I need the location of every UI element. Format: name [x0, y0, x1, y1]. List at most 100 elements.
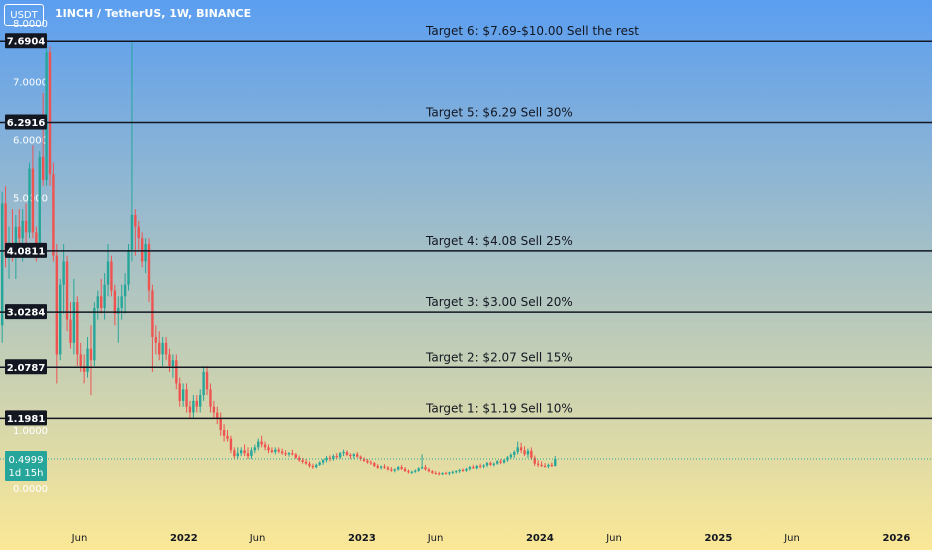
candle-body: [246, 453, 250, 457]
target-price-tag: [5, 410, 47, 426]
candle-body: [465, 468, 468, 471]
candle-body: [185, 389, 188, 407]
candle-body: [513, 452, 516, 455]
candle-body: [219, 418, 222, 430]
target-label: Target 3: $3.00 Sell 20%: [425, 295, 573, 309]
target-price-tag: [5, 242, 47, 258]
candle-body: [181, 389, 185, 401]
candle-body: [298, 457, 301, 461]
candle-body: [229, 438, 233, 451]
candle-body: [509, 454, 513, 458]
candle-body: [113, 290, 117, 314]
candle-body: [369, 462, 373, 464]
candle-body: [502, 460, 506, 463]
target-price-tag-text: 1.1981: [7, 414, 46, 425]
x-tick-label: 2024: [526, 533, 554, 544]
candle-body: [233, 450, 236, 457]
candle-body: [79, 354, 82, 367]
candle-body: [441, 472, 444, 475]
candle-body: [103, 284, 106, 308]
candle-body: [338, 453, 342, 458]
candle-body: [451, 471, 455, 473]
candle-body: [332, 456, 335, 459]
candle-body: [461, 470, 465, 472]
candle-body: [216, 412, 219, 419]
candle-body: [123, 284, 127, 297]
candle-body: [414, 470, 417, 472]
candle-body: [335, 456, 338, 458]
candle-body: [209, 389, 212, 407]
currency-button[interactable]: USDT: [4, 4, 44, 26]
x-tick-label: 2026: [882, 533, 910, 544]
candle-body: [294, 454, 297, 458]
candle-body: [277, 449, 280, 452]
target-price-tag-text: 4.0811: [7, 246, 46, 257]
candle-body: [14, 226, 18, 256]
candle-body: [383, 466, 386, 468]
target-lines: Target 6: $7.69-$10.00 Sell the rest Targ…: [0, 24, 932, 460]
candle-body: [41, 156, 45, 181]
candle-body: [321, 460, 325, 463]
candle-body: [390, 469, 393, 471]
candle-body: [301, 460, 304, 462]
target-price-tag: [5, 33, 47, 49]
candle-body: [158, 342, 161, 355]
candle-body: [93, 307, 96, 361]
candle-body: [496, 461, 499, 464]
candle-body: [308, 463, 311, 466]
candle-body: [397, 467, 400, 470]
candle-body: [427, 469, 431, 472]
candle-body: [86, 348, 89, 372]
candle-body: [379, 466, 383, 468]
x-tick-label: Jun: [605, 533, 622, 544]
candle-body: [168, 354, 171, 367]
candle-body: [458, 470, 461, 472]
candle-body: [325, 457, 328, 461]
candle-body: [407, 471, 410, 473]
y-tick-label: 6.0000: [13, 135, 48, 146]
target-price-tag: [5, 304, 47, 320]
candle-body: [342, 452, 345, 454]
candle-body: [253, 447, 257, 451]
candle-body: [554, 458, 557, 466]
candle-body: [485, 463, 489, 466]
candle-body: [284, 453, 287, 455]
candle-body: [0, 203, 4, 326]
candle-body: [226, 435, 229, 439]
candle-body: [410, 471, 414, 473]
candle-body: [72, 302, 76, 343]
candle-body: [304, 461, 308, 464]
candle-body: [547, 464, 550, 467]
target-price-tag: [5, 114, 47, 130]
candle-body: [315, 464, 318, 468]
candle-body: [205, 371, 209, 390]
candle-body: [345, 452, 349, 455]
x-axis: Jun 2022 Jun 2023 Jun 2024 Jun 2025 Jun 2026: [71, 533, 911, 544]
candle-body: [212, 406, 216, 413]
x-tick-label: 2023: [348, 533, 376, 544]
candle-body: [270, 450, 274, 453]
candle-body: [543, 465, 547, 467]
candle-body: [328, 457, 332, 459]
candle-body: [519, 447, 523, 451]
candle-body: [444, 472, 448, 474]
candle-body: [120, 296, 123, 308]
y-tick-label: 0.0000: [13, 484, 48, 495]
candle-body: [352, 454, 356, 457]
candle-body: [55, 255, 59, 355]
candle-body: [417, 468, 420, 471]
candle-body: [151, 290, 154, 337]
candle-body: [48, 52, 52, 175]
candle-body: [164, 342, 168, 355]
candle-body: [236, 453, 239, 457]
candle-body: [250, 450, 253, 457]
candle-body: [127, 249, 130, 285]
candle-body: [434, 472, 437, 474]
target-price-tag-text: 6.2916: [7, 118, 46, 129]
x-tick-label: 2022: [170, 533, 198, 544]
candle-body: [516, 447, 519, 453]
candle-body: [21, 220, 24, 239]
last-price-value: 0.4999: [9, 455, 44, 466]
